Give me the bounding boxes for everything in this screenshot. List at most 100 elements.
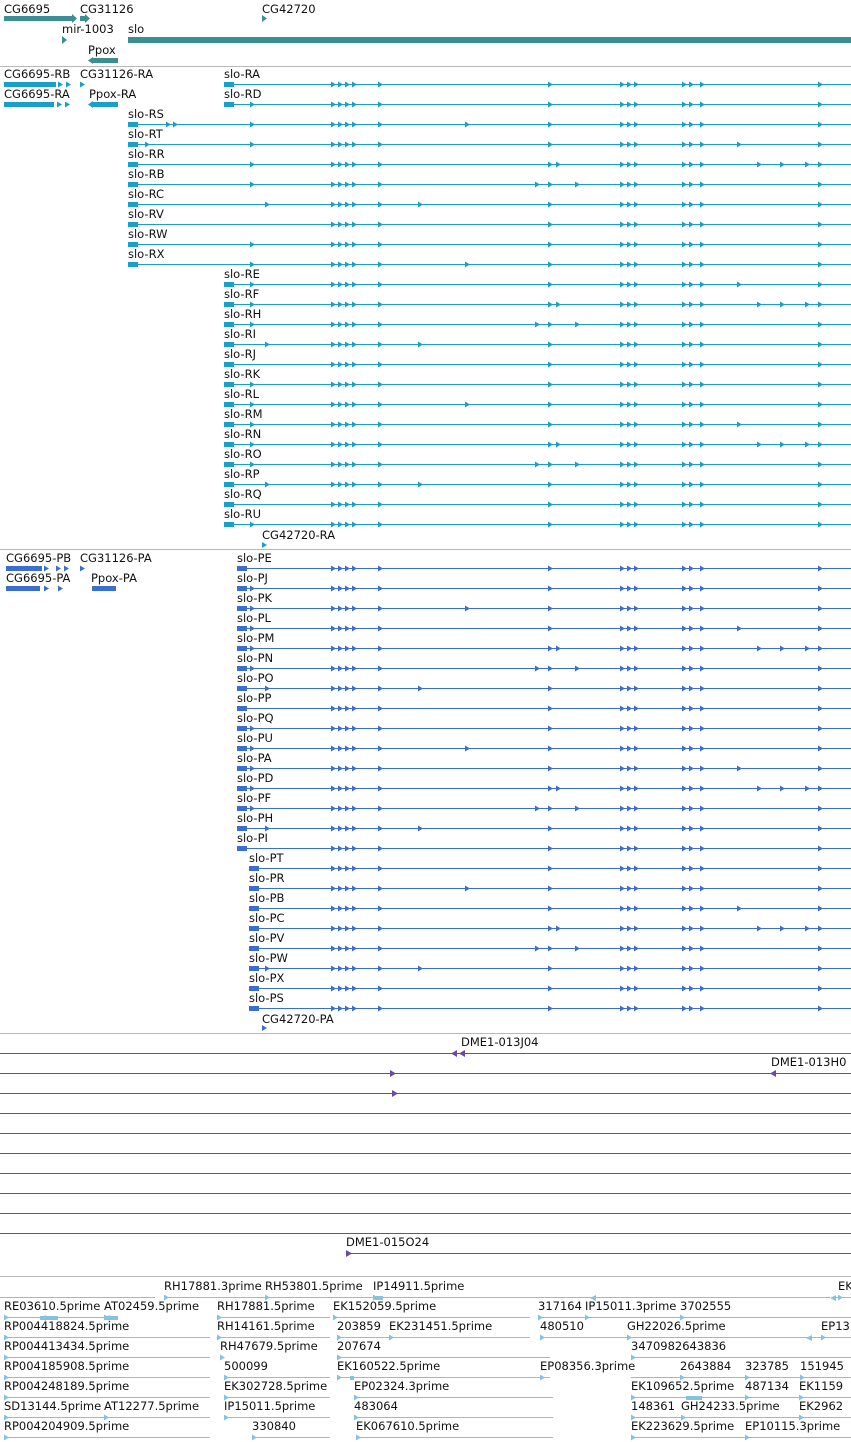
transcript-feature[interactable]: slo-RM — [224, 407, 851, 428]
est-feature[interactable]: 480510 — [540, 1319, 584, 1341]
protein-feature[interactable]: CG42720-PA — [262, 1012, 334, 1031]
est-feature[interactable]: EK160522.5prime — [337, 1359, 440, 1381]
est-feature[interactable]: EP08356.3prime — [540, 1359, 635, 1381]
est-feature[interactable]: EK067610.5prime — [356, 1419, 459, 1441]
est-feature[interactable]: 203859 — [337, 1319, 381, 1341]
est-feature[interactable]: EP10115.3prime — [745, 1419, 840, 1441]
protein-feature[interactable]: slo-PE — [237, 551, 851, 572]
est-feature[interactable]: RP004413434.5prime — [4, 1339, 129, 1361]
protein-feature[interactable]: slo-PB — [249, 891, 851, 912]
protein-feature[interactable]: slo-PI — [237, 831, 851, 852]
transcript-feature[interactable]: slo-RC — [128, 187, 851, 208]
protein-feature[interactable]: CG6695-PA — [6, 571, 71, 592]
transcript-feature[interactable]: slo-RT — [128, 127, 851, 148]
est-feature[interactable]: RP004204909.5prime — [4, 1419, 129, 1441]
gene-feature[interactable]: CG42720 — [262, 2, 316, 22]
est-feature[interactable]: 2643884 — [680, 1359, 731, 1381]
est-feature[interactable]: RH17881.3prime — [164, 1279, 262, 1301]
transcript-feature[interactable]: slo-RN — [224, 427, 851, 448]
protein-feature[interactable]: slo-PF — [237, 791, 851, 812]
gene-feature[interactable]: CG6695 — [4, 2, 77, 23]
est-feature[interactable]: 148361 — [631, 1399, 675, 1421]
est-feature[interactable]: RH47679.5prime — [220, 1339, 318, 1361]
protein-feature[interactable]: slo-PN — [237, 651, 851, 672]
transcript-feature[interactable]: slo-RB — [128, 167, 851, 188]
est-feature[interactable]: 151945 — [800, 1359, 844, 1381]
clone-feature[interactable]: DME1-015O24 — [346, 1235, 851, 1257]
transcript-feature[interactable]: slo-RU — [224, 507, 851, 528]
transcript-feature[interactable]: slo-RD — [224, 87, 851, 108]
est-feature[interactable]: RH17881.5prime — [217, 1299, 315, 1321]
est-feature[interactable]: EK — [838, 1279, 851, 1301]
protein-feature[interactable]: slo-PD — [237, 771, 851, 792]
transcript-feature[interactable]: CG31126-RA — [80, 67, 153, 88]
est-feature[interactable]: IP15011.3prime — [585, 1299, 676, 1321]
est-feature[interactable]: 483064 — [354, 1399, 398, 1421]
est-feature[interactable]: AT02459.5prime — [104, 1299, 199, 1321]
est-feature[interactable]: EK302728.5prime — [224, 1379, 327, 1401]
est-feature[interactable]: RH53801.5prime — [265, 1279, 363, 1301]
transcript-feature[interactable]: CG6695-RB — [4, 67, 71, 88]
est-feature[interactable]: RE03610.5prime — [4, 1299, 100, 1321]
est-feature[interactable]: AT12277.5prime — [104, 1399, 199, 1421]
transcript-feature[interactable]: slo-RP — [224, 467, 851, 488]
est-feature[interactable]: EP13 — [821, 1319, 850, 1341]
gene-feature[interactable]: slo — [128, 22, 851, 43]
transcript-feature[interactable]: slo-RH — [224, 307, 851, 328]
transcript-feature[interactable]: slo-RA — [224, 67, 851, 88]
protein-feature[interactable]: slo-PT — [249, 851, 851, 872]
est-feature[interactable]: GH22026.5prime — [627, 1319, 726, 1341]
est-feature[interactable]: IP15011.5prime — [224, 1399, 315, 1421]
est-feature[interactable]: EK223629.5prime — [631, 1419, 734, 1441]
est-feature[interactable]: EK152059.5prime — [333, 1299, 436, 1321]
protein-feature[interactable]: CG31126-PA — [80, 551, 152, 572]
protein-feature[interactable]: slo-PM — [237, 631, 851, 652]
est-feature[interactable]: RP004185908.5prime — [4, 1359, 129, 1381]
protein-feature[interactable]: Ppox-PA — [91, 571, 137, 591]
est-feature[interactable]: 317164 — [538, 1299, 582, 1321]
est-feature[interactable]: 207674 — [337, 1339, 381, 1361]
transcript-feature[interactable]: Ppox-RA — [88, 87, 136, 108]
est-feature[interactable]: RH14161.5prime — [217, 1319, 315, 1341]
clone-feature[interactable]: DME1-013J04 — [0, 1035, 851, 1057]
est-feature[interactable]: EK231451.5prime — [389, 1319, 492, 1341]
protein-feature[interactable]: slo-PR — [249, 871, 851, 892]
transcript-feature[interactable]: slo-RV — [128, 207, 851, 228]
est-feature[interactable]: 3470982643836 — [631, 1339, 726, 1361]
est-feature[interactable]: 3702555 — [680, 1299, 731, 1321]
gene-feature[interactable]: mir-1003 — [62, 22, 114, 44]
protein-feature[interactable]: slo-PP — [237, 691, 851, 712]
protein-feature[interactable]: slo-PS — [249, 991, 851, 1012]
est-feature[interactable]: EK2962 — [799, 1399, 843, 1421]
transcript-feature[interactable]: slo-RL — [224, 387, 851, 408]
protein-feature[interactable]: CG6695-PB — [6, 551, 71, 572]
protein-feature[interactable]: slo-PX — [249, 971, 851, 992]
transcript-feature[interactable]: slo-RW — [128, 227, 851, 248]
protein-feature[interactable]: slo-PO — [237, 671, 851, 692]
transcript-feature[interactable]: slo-RS — [128, 107, 851, 128]
transcript-feature[interactable]: slo-RF — [224, 287, 851, 308]
protein-feature[interactable]: slo-PH — [237, 811, 851, 832]
transcript-feature[interactable]: slo-RJ — [224, 347, 851, 368]
gene-feature[interactable]: Ppox — [88, 43, 118, 64]
transcript-feature[interactable]: slo-RX — [128, 247, 851, 268]
est-feature[interactable]: 500099 — [224, 1359, 268, 1381]
clone-feature[interactable]: DME1-013H0 — [0, 1055, 851, 1077]
est-feature[interactable]: EP02324.3prime — [354, 1379, 449, 1401]
clone-feature[interactable] — [0, 1090, 851, 1097]
transcript-feature[interactable]: slo-RR — [128, 147, 851, 168]
est-feature[interactable]: 487134 — [745, 1379, 789, 1401]
protein-feature[interactable]: slo-PA — [237, 751, 851, 772]
est-feature[interactable]: SD13144.5prime — [4, 1399, 101, 1421]
transcript-feature[interactable]: slo-RO — [224, 447, 851, 468]
protein-feature[interactable]: slo-PQ — [237, 711, 851, 732]
protein-feature[interactable]: slo-PV — [249, 931, 851, 952]
protein-feature[interactable]: slo-PW — [249, 951, 851, 972]
est-feature[interactable]: EK1159 — [799, 1379, 843, 1401]
protein-feature[interactable]: slo-PL — [237, 611, 851, 632]
protein-feature[interactable]: slo-PJ — [237, 571, 851, 592]
protein-feature[interactable]: slo-PK — [237, 591, 851, 612]
transcript-feature[interactable]: slo-RQ — [224, 487, 851, 508]
transcript-feature[interactable]: CG6695-RA — [4, 87, 70, 108]
est-feature[interactable]: 323785 — [745, 1359, 789, 1381]
